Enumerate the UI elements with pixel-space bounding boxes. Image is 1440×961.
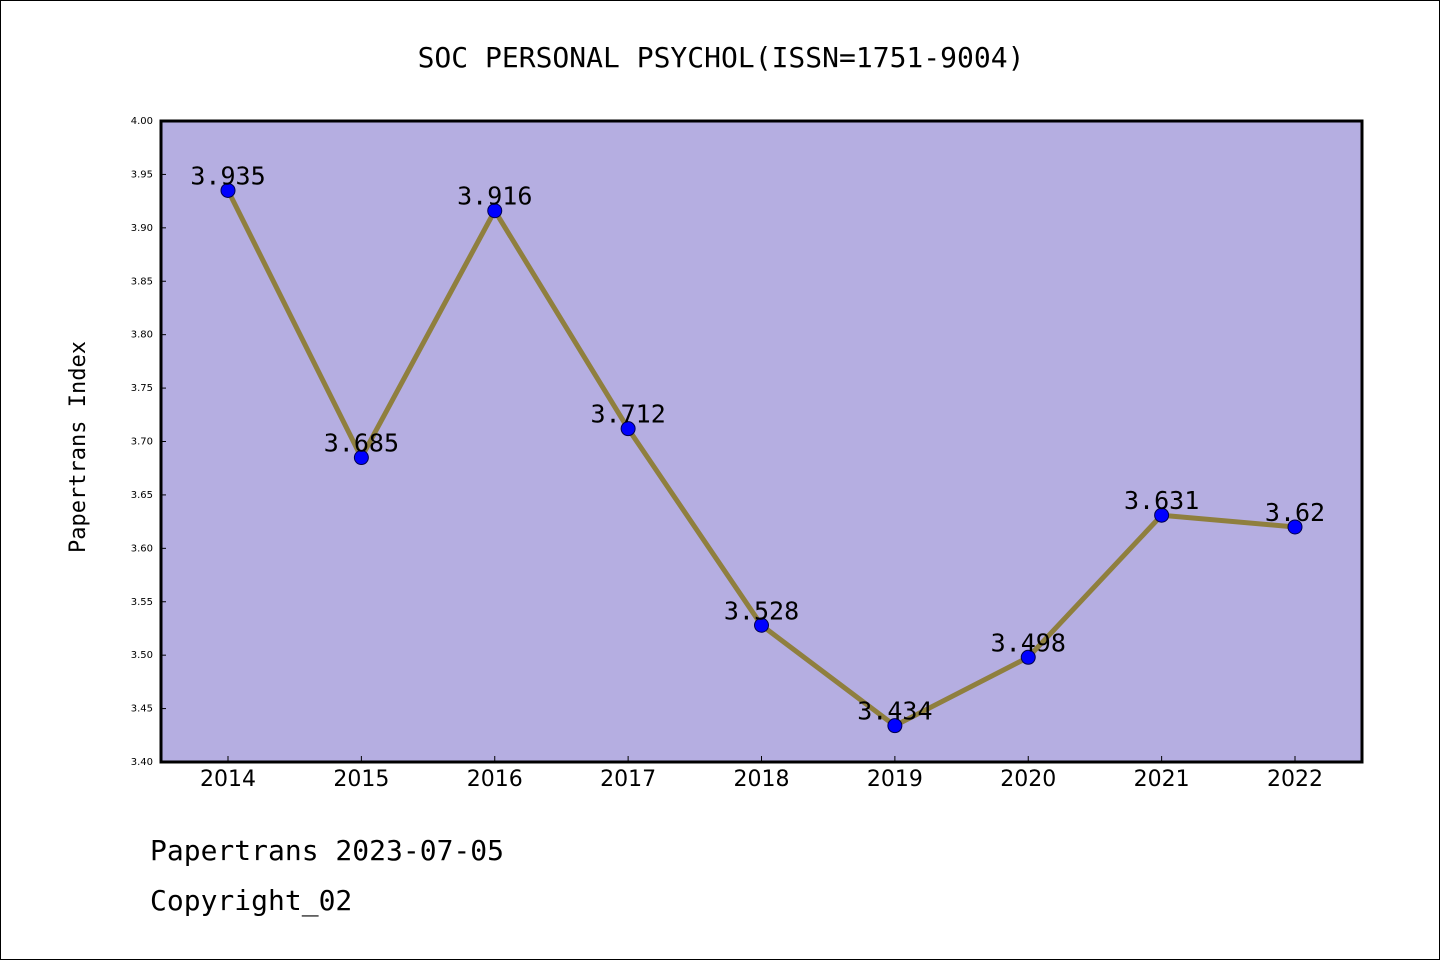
data-label: 3.935	[190, 161, 265, 190]
x-tick-label: 2022	[1267, 767, 1323, 792]
footer-date: Papertrans 2023-07-05	[150, 834, 505, 867]
y-tick-label: 3.85	[131, 276, 153, 287]
data-point	[1287, 519, 1303, 535]
data-point	[1154, 507, 1170, 523]
x-tick-label: 2021	[1134, 767, 1190, 792]
x-tick-label: 2016	[467, 767, 523, 792]
data-label: 3.434	[857, 697, 932, 726]
data-label: 3.498	[991, 628, 1066, 657]
y-tick-label: 3.60	[131, 543, 153, 554]
x-tick-label: 2019	[867, 767, 923, 792]
data-point	[487, 203, 503, 219]
y-tick-label: 3.45	[131, 704, 153, 715]
data-point	[887, 718, 903, 734]
x-tick-label: 2020	[1000, 767, 1056, 792]
data-point	[220, 182, 236, 198]
plot-area	[159, 119, 1364, 764]
y-tick-label: 3.95	[131, 169, 153, 180]
data-label: 3.631	[1124, 486, 1199, 515]
x-axis: 2014 2015 2016 2017 2018 2019 2020 2021 2022	[200, 756, 1323, 792]
data-labels: 3.935 3.685 3.916 3.712 3.528 3.434 3.498 3.631…	[190, 161, 1325, 725]
data-label: 3.528	[724, 596, 799, 625]
x-tick-label: 2017	[600, 767, 656, 792]
data-point	[1020, 649, 1036, 665]
data-point	[620, 421, 636, 437]
data-label: 3.712	[590, 400, 665, 429]
data-label: 3.685	[324, 429, 399, 458]
data-label: 3.916	[457, 182, 532, 211]
x-tick-label: 2014	[200, 767, 256, 792]
x-tick-label: 2015	[333, 767, 389, 792]
y-tick-label: 3.90	[131, 223, 153, 234]
y-tick-label: 3.75	[131, 383, 153, 394]
y-axis-label: Papertrans Index	[66, 341, 91, 553]
y-tick-label: 3.80	[131, 330, 153, 341]
data-point	[353, 450, 369, 466]
x-tick-label: 2018	[734, 767, 790, 792]
data-point	[754, 617, 769, 633]
y-tick-label: 3.55	[131, 597, 153, 608]
footer-copyright: Copyright_02	[150, 884, 353, 917]
chart-title: SOC PERSONAL PSYCHOL(ISSN=1751-9004)	[418, 41, 1025, 74]
data-points	[220, 182, 1303, 734]
y-tick-label: 3.40	[131, 757, 153, 768]
y-tick-label: 3.65	[131, 490, 153, 501]
y-tick-label: 3.50	[131, 650, 153, 661]
y-tick-label: 3.70	[131, 437, 153, 448]
data-label: 3.62	[1265, 498, 1325, 527]
y-axis: 3.40 3.45 3.50 3.55 3.60 3.65 3.70 3.75 3.80 3.85…	[131, 116, 166, 768]
y-tick-label: 4.00	[131, 116, 153, 127]
